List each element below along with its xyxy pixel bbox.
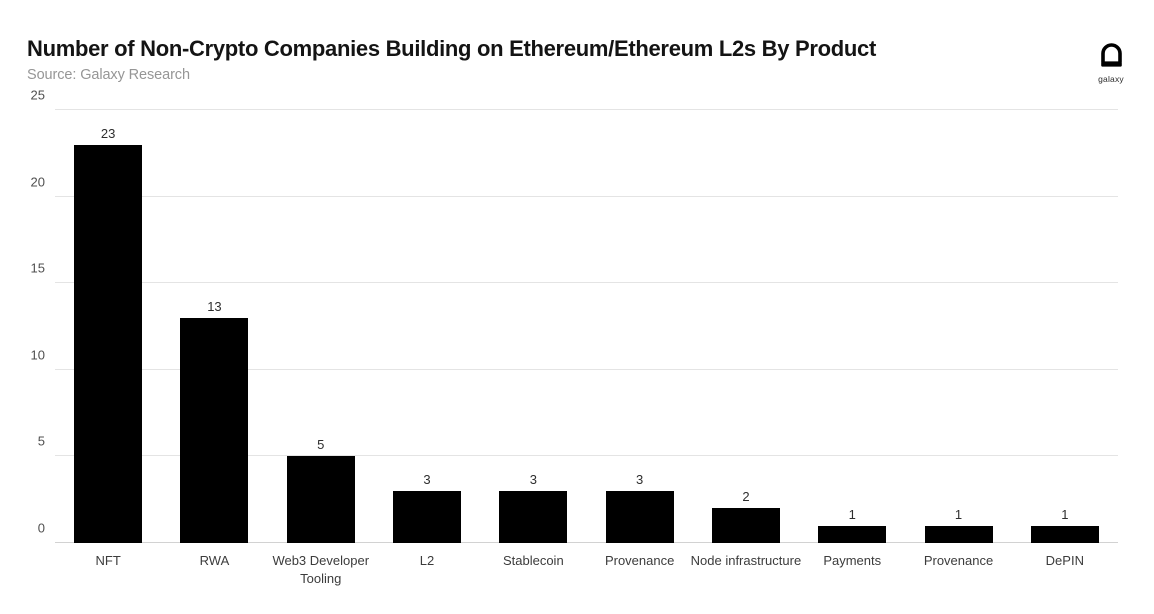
category-label: L2 [419,553,435,568]
bar [393,491,462,543]
bar-slot: 1 Payments [799,110,905,568]
category-label: Payments [823,553,882,568]
galaxy-helmet-icon [1097,40,1126,71]
gridline [55,455,1118,457]
bar-value-label: 3 [636,472,644,488]
gridline [55,195,1118,197]
galaxy-logo-text: galaxy [1098,74,1124,84]
y-tick-label: 25 [30,87,45,103]
bar-value-label: 2 [742,489,750,505]
galaxy-logo: galaxy [1089,40,1133,84]
bar-value-label: 1 [954,506,963,522]
bar [818,525,887,543]
bar-slot: 13 RWA [161,110,267,568]
bar-value-label: 3 [529,472,537,488]
y-tick-label: 20 [30,174,45,190]
y-tick-label: 10 [30,347,45,363]
category-label: NFT [95,553,121,568]
category-label: RWA [199,553,230,568]
bar [180,317,249,543]
bar [924,525,993,543]
chart-source: Source: Galaxy Research [27,67,190,83]
bar-value-label: 1 [1061,506,1069,522]
bar-slot: 3 Stablecoin [480,110,586,568]
y-tick-label: 15 [30,260,45,276]
bar [499,491,568,543]
bar-slot: 5 Web3 Developer Tooling [268,110,374,585]
category-label: DePIN [1045,553,1084,568]
bar-slots: 23 NFT 13 RWA 5 Web3 Developer Tooling 3 L2 3 Sta… [55,110,1118,586]
bar [74,144,143,543]
category-label: Provenance [604,553,675,568]
bar [711,508,780,543]
bar [286,456,355,543]
gridline [55,282,1118,284]
y-tick-label: 0 [37,520,45,536]
category-label: Stablecoin [502,553,564,568]
bar-slot: 3 Provenance [586,110,692,568]
category-label: Provenance [923,553,994,568]
category-label: Node infrastructure [690,553,802,568]
bar-value-label: 5 [317,437,325,453]
bar-slot: 2 Node infrastructure [691,110,802,568]
bar-value-label: 1 [848,506,856,522]
chart-title: Number of Non-Crypto Companies Building … [27,36,877,61]
bar [1030,525,1099,543]
bar-slot: 3 L2 [374,110,480,568]
bar-slot: 1 DePIN [1012,110,1118,568]
bar-value-label: 13 [207,298,222,314]
x-axis-baseline [55,542,1118,543]
gridline [55,368,1118,370]
bar-slot: 23 NFT [55,110,161,568]
category-label: Web3 Developer Tooling [272,553,370,586]
bar-value-label: 23 [100,125,116,141]
y-tick-label: 5 [37,433,45,449]
gridline [55,109,1118,110]
bar [605,491,674,543]
plot-area: 23 NFT 13 RWA 5 Web3 Developer Tooling 3 L2 3 Sta… [31,88,1118,586]
bar-slot: 1 Provenance [905,110,1011,568]
bar-value-label: 3 [423,472,431,488]
